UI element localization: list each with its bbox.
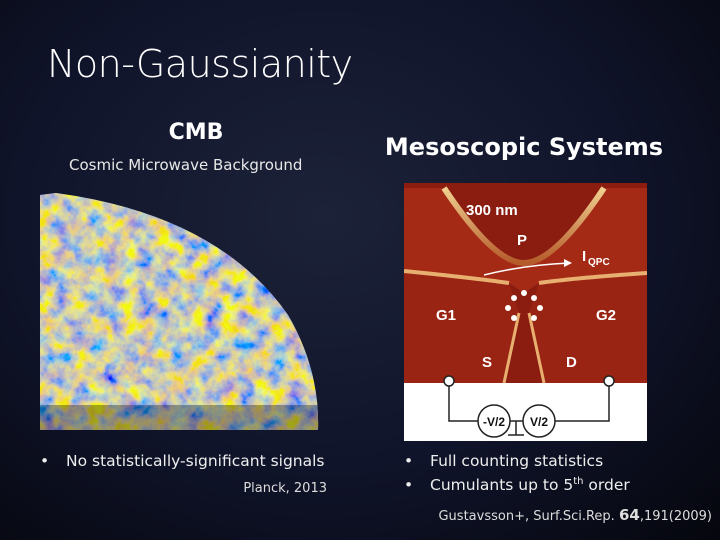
label-g1: G1	[436, 307, 456, 324]
label-g2: G2	[596, 307, 616, 324]
label-p: P	[517, 232, 527, 249]
bullet-text: order	[583, 476, 630, 495]
label-current-sub: QPC	[588, 257, 610, 268]
label-d: D	[566, 354, 577, 371]
left-subtitle: Cosmic Microwave Background	[69, 156, 303, 174]
left-citation: Planck, 2013	[243, 481, 327, 496]
bullet-text: Cumulants up to 5	[430, 476, 574, 495]
mesoscopic-image: 300 nm P I QPC G1 G2 S D -V/2 V/2	[404, 183, 647, 441]
superscript: th	[573, 476, 584, 487]
citation-text: Gustavsson+, Surf.Sci.Rep.	[438, 509, 615, 524]
right-bullet: • Full counting statistics	[404, 452, 604, 470]
citation-volume: 64	[618, 506, 640, 524]
right-citation: Gustavsson+, Surf.Sci.Rep. 64,191(2009)	[438, 506, 712, 524]
citation-text: ,191(2009)	[639, 509, 712, 524]
left-bullet: • No statistically-significant signals	[40, 452, 325, 470]
bullet-text: Full counting statistics	[430, 452, 604, 470]
cmb-image	[40, 193, 319, 430]
slide-title: Non-Gaussianity	[47, 42, 353, 86]
right-bullet: • Cumulants up to 5th order	[404, 476, 630, 495]
right-heading: Mesoscopic Systems	[384, 133, 664, 161]
label-current: I	[582, 248, 586, 265]
bullet-text: No statistically-significant signals	[66, 452, 325, 470]
scale-label: 300 nm	[466, 202, 518, 219]
label-v-minus: -V/2	[483, 415, 505, 429]
left-heading: CMB	[168, 120, 224, 145]
label-v-plus: V/2	[530, 415, 548, 429]
label-s: S	[482, 354, 492, 371]
